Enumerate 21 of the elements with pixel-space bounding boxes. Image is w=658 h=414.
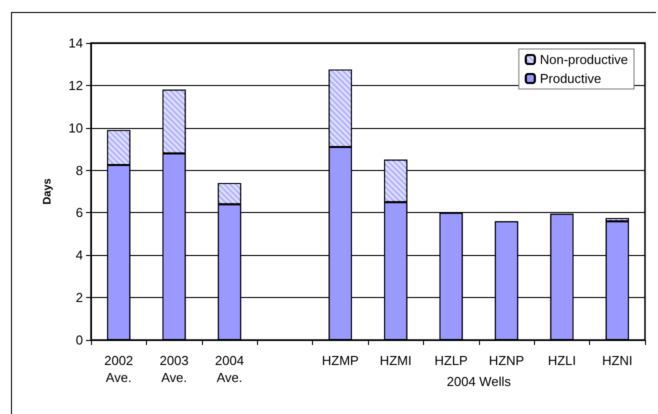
- y-axis-title: Days: [42, 178, 54, 205]
- x-tick-label: HZMP: [322, 353, 359, 368]
- x-tick-label: HZLI: [548, 353, 576, 368]
- x-tick-label: 2002 Ave.: [104, 353, 134, 385]
- y-tick-label: 4: [76, 248, 83, 263]
- y-tick-label: 14: [68, 36, 83, 50]
- y-tick-label: 2: [76, 290, 83, 306]
- x-tick-label: 2004 Ave.: [215, 353, 244, 385]
- legend-label: Productive: [540, 71, 602, 86]
- text: 2004 Wells: [446, 374, 512, 389]
- y-tick-label: 12: [68, 78, 83, 93]
- x-tick-label: HZMI: [380, 353, 412, 368]
- legend-label: Non-productive: [540, 52, 628, 67]
- x-tick-label: HZLP: [434, 353, 468, 368]
- x-tick-label: 2003 Ave.: [160, 353, 189, 385]
- y-tick-label: 10: [68, 120, 83, 136]
- y-tick-label: 8: [76, 162, 83, 178]
- x-tick-label: HZNI: [602, 353, 632, 368]
- y-tick-label: 0: [76, 332, 83, 348]
- y-tick-label: 6: [76, 205, 83, 220]
- x-tick-label: HZNP: [488, 353, 524, 368]
